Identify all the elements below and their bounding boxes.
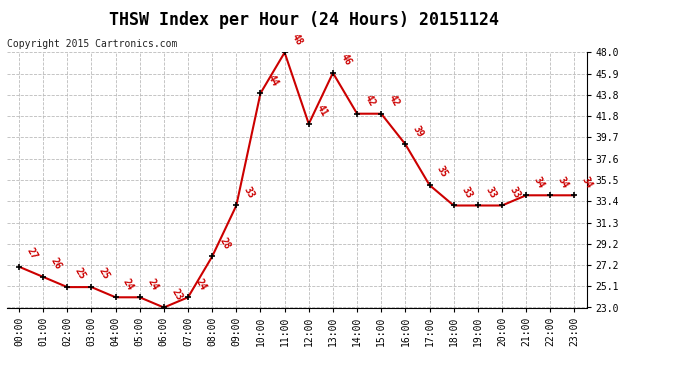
- Text: 42: 42: [363, 93, 377, 108]
- Text: 26: 26: [49, 256, 63, 272]
- Text: 35: 35: [435, 164, 450, 180]
- Text: 24: 24: [121, 277, 136, 292]
- Text: 34: 34: [556, 175, 571, 190]
- Text: 23: 23: [170, 287, 184, 302]
- Text: 28: 28: [218, 236, 233, 251]
- Text: 33: 33: [484, 185, 498, 200]
- Text: 33: 33: [460, 185, 474, 200]
- Text: THSW  (°F): THSW (°F): [615, 35, 673, 45]
- Text: 34: 34: [532, 175, 546, 190]
- Text: 48: 48: [290, 32, 305, 47]
- Text: 41: 41: [315, 103, 329, 118]
- Text: 25: 25: [97, 266, 112, 282]
- Text: 46: 46: [339, 52, 353, 68]
- Text: 34: 34: [580, 175, 595, 190]
- Text: 42: 42: [387, 93, 402, 108]
- Text: 24: 24: [146, 277, 160, 292]
- Text: Copyright 2015 Cartronics.com: Copyright 2015 Cartronics.com: [7, 39, 177, 50]
- Text: 27: 27: [25, 246, 39, 261]
- Text: 44: 44: [266, 73, 281, 88]
- Text: 25: 25: [73, 266, 88, 282]
- Text: 39: 39: [411, 124, 426, 139]
- Text: 33: 33: [508, 185, 522, 200]
- Text: THSW Index per Hour (24 Hours) 20151124: THSW Index per Hour (24 Hours) 20151124: [108, 11, 499, 29]
- Text: 33: 33: [242, 185, 257, 200]
- Text: 24: 24: [194, 277, 208, 292]
